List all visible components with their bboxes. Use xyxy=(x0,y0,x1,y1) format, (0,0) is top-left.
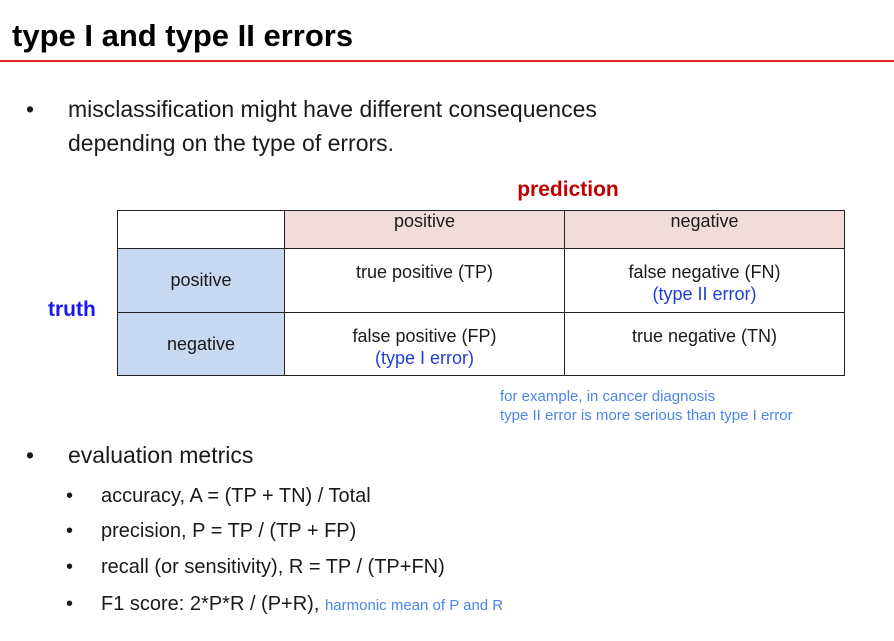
sub-bullet-icon: • xyxy=(66,520,74,542)
row-header-positive: positive xyxy=(117,248,285,313)
matrix-row-positive: positive true positive (TP) false negati… xyxy=(117,248,845,313)
matrix-row-negative: negative false positive (FP) (type I err… xyxy=(117,312,845,376)
metric-item: • F1 score: 2*P*R / (P+R), harmonic mean… xyxy=(66,590,503,620)
intro-line-1: misclassification might have different c… xyxy=(68,96,597,122)
matrix-header-row: positive negative xyxy=(117,210,845,249)
metrics-heading: evaluation metrics xyxy=(68,442,254,468)
matrix-corner-cell xyxy=(117,210,285,249)
row-header-negative: negative xyxy=(117,312,285,376)
metric-accuracy: accuracy, A = (TP + TN) / Total xyxy=(101,485,371,507)
f1-note: harmonic mean of P and R xyxy=(324,597,504,614)
type-ii-error-label: (type II error) xyxy=(652,284,757,304)
col-header-positive: positive xyxy=(284,210,565,249)
intro-bullet: • misclassification might have different… xyxy=(26,92,597,160)
false-positive-label: false positive (FP) xyxy=(352,326,497,346)
col-header-negative: negative xyxy=(564,210,845,249)
metric-recall: recall (or sensitivity), R = TP / (TP+FN… xyxy=(101,556,445,578)
title-underline xyxy=(0,60,894,62)
true-negative-label: true negative (TN) xyxy=(631,326,778,346)
sub-bullet-icon: • xyxy=(66,556,74,578)
metric-item: • recall (or sensitivity), R = TP / (TP+… xyxy=(66,553,445,581)
bullet-icon: • xyxy=(26,96,35,122)
sub-bullet-icon: • xyxy=(66,485,74,507)
metrics-bullet: • evaluation metrics xyxy=(26,438,253,472)
slide-title: type I and type II errors xyxy=(12,18,354,53)
false-negative-label: false negative (FN) xyxy=(628,262,781,282)
example-note-line-2: type II error is more serious than type … xyxy=(500,407,793,424)
metric-precision: precision, P = TP / (TP + FP) xyxy=(101,520,357,542)
intro-line-2: depending on the type of errors. xyxy=(68,130,395,156)
example-note-line-1: for example, in cancer diagnosis xyxy=(500,388,716,405)
truth-label: truth xyxy=(48,298,96,321)
cell-true-negative: true negative (TN) xyxy=(564,312,845,376)
true-positive-label: true positive (TP) xyxy=(355,262,494,282)
intro-text: misclassification might have different c… xyxy=(68,92,597,160)
example-note: for example, in cancer diagnosis type II… xyxy=(500,387,793,425)
cell-false-negative: false negative (FN) (type II error) xyxy=(564,248,845,313)
type-i-error-label: (type I error) xyxy=(374,348,475,368)
metric-f1-score: F1 score: 2*P*R / (P+R), harmonic mean o… xyxy=(101,590,503,620)
sub-bullet-icon: • xyxy=(66,593,74,615)
metric-item: • accuracy, A = (TP + TN) / Total xyxy=(66,482,371,510)
bullet-icon: • xyxy=(26,442,35,468)
cell-false-positive: false positive (FP) (type I error) xyxy=(284,312,565,376)
metric-item: • precision, P = TP / (TP + FP) xyxy=(66,517,356,545)
cell-true-positive: true positive (TP) xyxy=(284,248,565,313)
f1-formula: F1 score: 2*P*R / (P+R), xyxy=(101,593,320,615)
prediction-label: prediction xyxy=(517,178,619,201)
confusion-matrix: positive negative positive true positive… xyxy=(117,210,845,376)
